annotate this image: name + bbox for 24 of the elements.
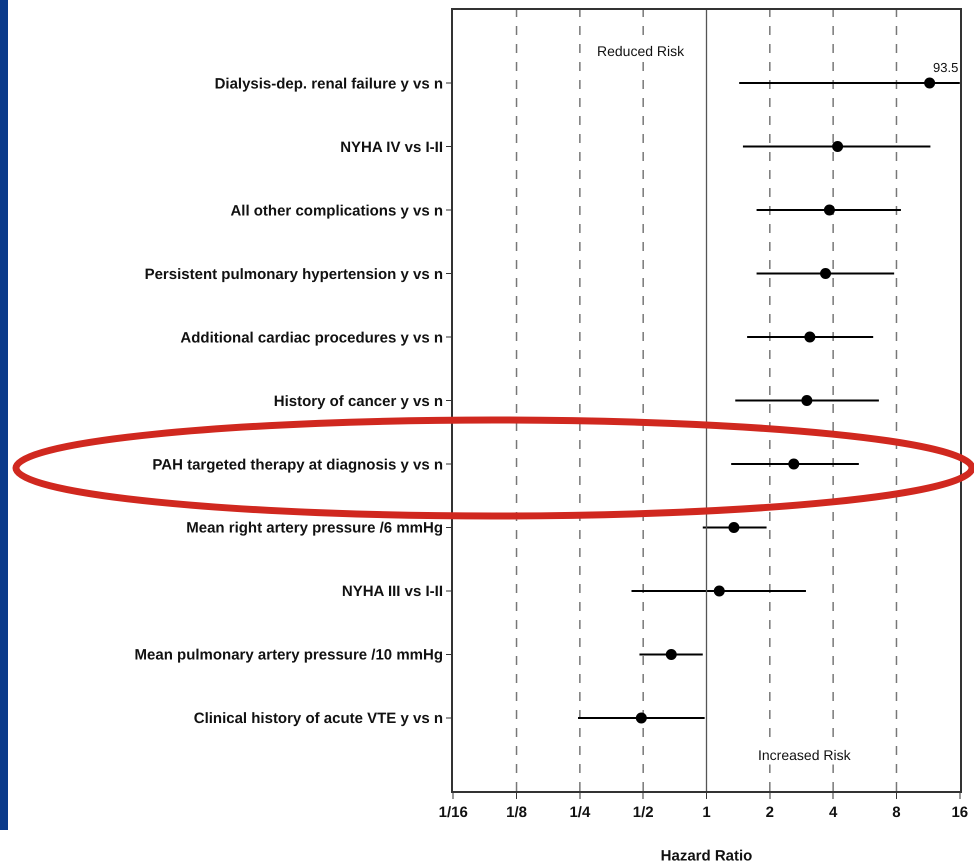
y-tick-label: Additional cardiac procedures y vs n <box>180 329 443 346</box>
x-tick-label: 2 <box>766 804 774 821</box>
x-tick-label: 8 <box>892 804 901 821</box>
x-tick-label: 4 <box>828 804 838 821</box>
y-tick-label: All other complications y vs n <box>230 202 443 220</box>
y-tick-label: Mean right artery pressure /6 mmHg <box>186 520 443 537</box>
x-tick-label: 16 <box>951 804 968 821</box>
annotation: Increased Risk <box>758 747 852 763</box>
annotation: Reduced Risk <box>597 43 686 59</box>
y-tick-label: Mean pulmonary artery pressure /10 mmHg <box>134 646 443 664</box>
x-axis-title: Hazard Ratio <box>660 848 752 864</box>
y-tick-label: NYHA III vs I-II <box>342 583 443 600</box>
x-tick-label: 1/16 <box>438 804 468 821</box>
y-tick-label: Persistent pulmonary hypertension y vs n <box>144 266 443 283</box>
y-tick-label: Dialysis-dep. renal failure y vs n <box>214 75 443 92</box>
y-tick-label: History of cancer y vs n <box>274 392 443 410</box>
x-tick-label: 1 <box>702 804 711 821</box>
x-tick-label: 1/8 <box>506 804 527 821</box>
y-tick-label: PAH targeted therapy at diagnosis y vs n <box>152 456 443 474</box>
y-tick-label: Clinical history of acute VTE y vs n <box>194 710 443 728</box>
annotation: 93.5 <box>933 60 958 75</box>
y-tick-label: NYHA IV vs I-II <box>340 138 443 156</box>
x-tick-label: 1/2 <box>632 804 654 821</box>
x-tick-label: 1/4 <box>569 804 591 821</box>
